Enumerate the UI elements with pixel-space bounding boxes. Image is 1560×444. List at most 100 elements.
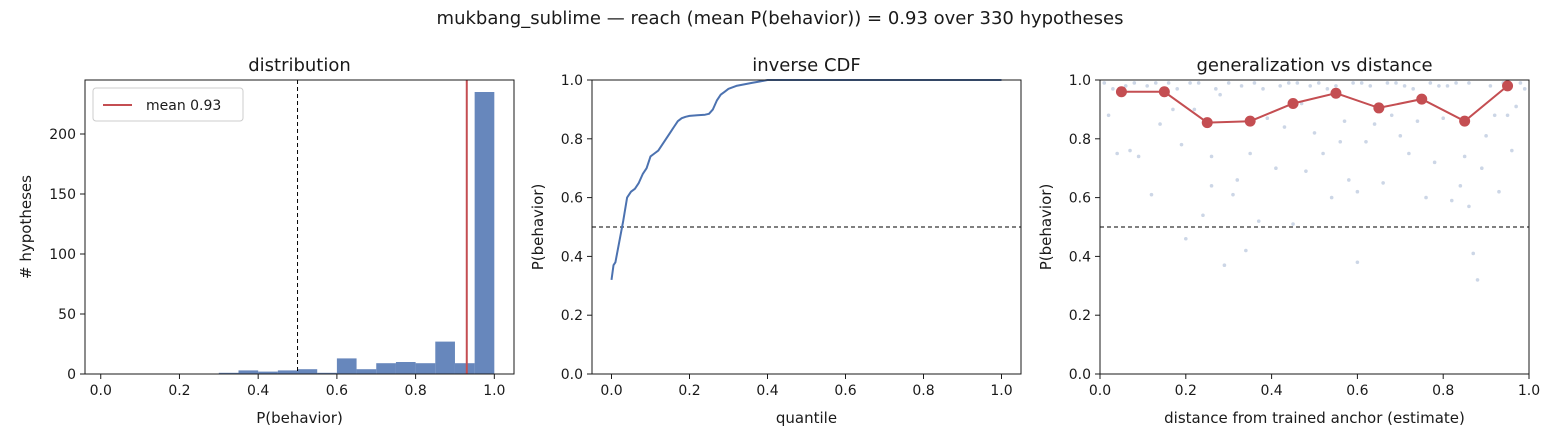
scatter-point	[1295, 81, 1300, 85]
scatter-point	[1394, 81, 1398, 85]
scatter-point	[1136, 154, 1141, 159]
x-tick-label: 0.0	[1089, 383, 1111, 399]
scatter-point	[1467, 81, 1471, 85]
histogram-bar	[435, 341, 455, 374]
x-tick-label: 0.0	[600, 383, 622, 399]
scatter-point	[1338, 139, 1343, 144]
scatter-point	[1231, 192, 1235, 197]
scatter-point	[1355, 189, 1360, 194]
scatter-point	[1437, 84, 1441, 88]
scatter-point	[1274, 166, 1278, 170]
x-tick-label: 0.2	[1175, 383, 1197, 399]
scatter-point	[1256, 219, 1261, 223]
binned-mean-marker	[1459, 115, 1471, 127]
y-tick-label: 0.4	[561, 249, 583, 265]
scatter-point	[1184, 236, 1188, 241]
histogram-bar	[474, 92, 495, 374]
scatter-point	[1389, 113, 1394, 118]
histogram-bar	[317, 372, 337, 374]
scatter-points	[1102, 81, 1527, 282]
x-tick-label: 0.8	[1432, 383, 1454, 399]
scatter-point	[1149, 192, 1154, 197]
y-tick-label: 0.0	[1069, 367, 1091, 383]
panel-title: distribution	[248, 55, 351, 76]
binned-mean-marker	[1287, 98, 1299, 110]
binned-mean-marker	[1416, 93, 1428, 105]
histogram-bar	[415, 363, 436, 374]
scatter-point	[1364, 139, 1368, 144]
scatter-point	[1316, 81, 1321, 85]
scatter-point	[1334, 84, 1338, 88]
scatter-point	[1214, 87, 1218, 91]
axes-frame	[84, 79, 515, 375]
inverse-cdf-panel: 0.0 0.2 0.4 0.6 0.8 1.0 0.0 0.2 0.4 0.6 0.8 1.0 inve…	[529, 55, 1022, 427]
scatter-point	[1106, 113, 1111, 118]
binned-mean-marker	[1502, 80, 1514, 92]
scatter-point	[1454, 81, 1458, 85]
scatter-point	[1188, 81, 1192, 85]
histogram-bar	[258, 371, 278, 374]
y-tick-label: 0	[67, 367, 76, 383]
scatter-point	[1111, 87, 1115, 91]
legend-box	[92, 87, 244, 122]
y-tick-label: 0.6	[1069, 191, 1091, 207]
scatter-point	[1115, 151, 1119, 156]
scatter-point	[1372, 122, 1377, 126]
y-tick-label: 200	[49, 127, 76, 143]
binned-mean-marker	[1201, 117, 1213, 129]
y-tick-label: 0.6	[561, 191, 583, 207]
legend: mean 0.93	[92, 87, 244, 122]
scatter-point	[1132, 81, 1137, 85]
scatter-point	[1265, 116, 1270, 121]
scatter-point	[1222, 263, 1227, 268]
scatter-point	[1484, 134, 1488, 138]
scatter-point	[1381, 181, 1385, 185]
scatter-point	[1518, 81, 1523, 85]
y-tick-label: 1.0	[561, 73, 583, 89]
x-tick-label: 0.2	[678, 383, 700, 399]
y-axis-label: P(behavior)	[529, 184, 547, 271]
scatter-point	[1153, 81, 1158, 85]
scatter-point	[1492, 113, 1497, 118]
scatter-point	[1445, 84, 1450, 88]
scatter-point	[1209, 154, 1214, 159]
scatter-point	[1415, 119, 1420, 123]
scatter-point	[1441, 116, 1445, 121]
scatter-point	[1432, 160, 1437, 165]
scatter-point	[1402, 84, 1407, 88]
scatter-point	[1385, 81, 1390, 85]
distribution-panel: 0.0 0.2 0.4 0.6 0.8 1.0 0 50 100 150 200 distributi…	[17, 55, 515, 427]
scatter-point	[1467, 204, 1471, 209]
x-tick-label: 1.0	[990, 383, 1012, 399]
x-tick-label: 0.2	[168, 383, 190, 399]
histogram-bar	[277, 370, 298, 374]
scatter-point	[1248, 151, 1252, 156]
y-tick-label: 0.2	[561, 308, 583, 324]
x-axis-label: quantile	[776, 409, 837, 427]
scatter-point	[1308, 84, 1313, 88]
binned-mean-marker	[1373, 102, 1385, 114]
scatter-point	[1218, 92, 1222, 97]
scatter-point	[1201, 213, 1205, 218]
y-tick-label: 50	[58, 307, 76, 323]
scatter-point	[1158, 122, 1162, 126]
scatter-point	[1355, 260, 1360, 265]
scatter-point	[1351, 81, 1355, 85]
scatter-point	[1321, 151, 1325, 156]
scatter-point	[1471, 251, 1476, 256]
binned-mean-marker	[1115, 86, 1127, 98]
scatter-point	[1304, 169, 1308, 173]
scatter-point	[1235, 178, 1240, 182]
scatter-point	[1261, 87, 1265, 91]
scatter-point	[1458, 184, 1463, 188]
y-axis-label: # hypotheses	[17, 175, 35, 279]
x-tick-label: 0.4	[756, 383, 778, 399]
scatter-point	[1497, 189, 1501, 194]
panel-title: generalization vs distance	[1196, 55, 1432, 76]
scatter-point	[1462, 154, 1467, 159]
y-axis-label: P(behavior)	[1037, 184, 1055, 271]
scatter-point	[1252, 81, 1257, 85]
scatter-point	[1192, 107, 1197, 112]
x-tick-label: 0.4	[247, 383, 269, 399]
